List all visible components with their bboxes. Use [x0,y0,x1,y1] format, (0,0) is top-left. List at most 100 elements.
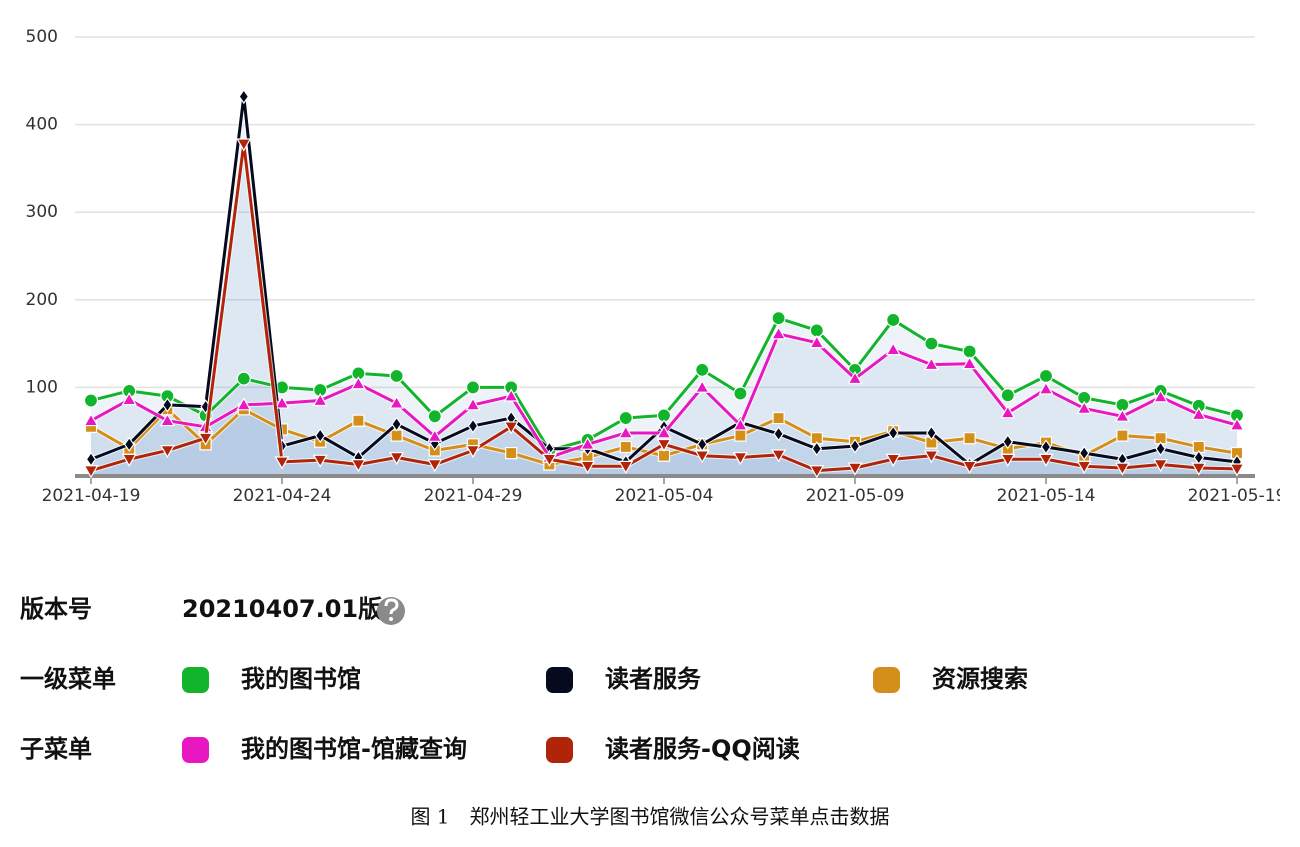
marker [83,465,99,479]
x-tick-label: 2021-04-29 [424,486,523,506]
marker [352,414,365,427]
x-tick-label: 2021-04-24 [233,486,332,506]
help-icon[interactable] [377,597,405,625]
marker [1191,406,1207,421]
marker [1076,460,1092,474]
marker [886,312,901,328]
marker [427,428,443,442]
area [91,318,1237,475]
marker [427,409,442,424]
marker [849,438,861,454]
marker [1078,445,1090,461]
marker [773,426,784,442]
legend-swatch [182,667,209,693]
marker [1040,439,1052,455]
marker [1153,459,1169,473]
legend-label: 我的图书馆 [241,665,361,693]
marker [312,392,328,407]
marker [962,460,978,474]
marker [1153,389,1169,403]
legend-label: 资源搜索 [932,665,1028,693]
legend-swatch [873,667,900,693]
marker [809,323,824,338]
version: 20210407.01版 [182,595,382,623]
marker [1000,405,1016,419]
marker [541,453,557,467]
marker [159,444,175,459]
marker [121,453,137,467]
x-tick-label: 2021-04-19 [42,486,141,506]
marker [732,452,748,466]
legend-swatch [546,667,573,693]
marker [618,425,634,439]
marker [618,460,634,474]
x-tick-label: 2021-05-09 [806,486,905,506]
y-tick-label: 200 [26,290,58,310]
marker [427,459,443,473]
marker [809,335,825,349]
marker [923,450,939,464]
x-tick-label: 2021-05-14 [997,486,1096,506]
marker [1229,417,1245,431]
marker [885,453,901,467]
marker [1192,440,1205,454]
marker [236,138,252,152]
marker [83,393,99,408]
caption: 图 1 郑州轻工业大学图书馆微信公众号菜单点击数据 [410,805,889,829]
marker [1000,388,1015,403]
legend-label: 读者服务 [605,665,702,693]
marker [1038,368,1054,384]
marker [465,444,481,459]
marker [1114,408,1130,422]
marker [962,344,977,359]
marker [963,432,976,445]
marker [198,432,214,446]
x-tick-label: 2021-05-04 [615,486,714,506]
version-label: 版本号 [20,595,92,623]
marker [1000,453,1016,467]
marker [1154,432,1167,445]
marker [1155,441,1166,457]
marker [962,356,978,370]
marker [123,436,135,452]
marker [238,89,250,105]
marker [1116,429,1129,442]
marker [1229,463,1245,477]
marker [1114,462,1130,476]
y-tick-label: 300 [26,202,58,222]
marker [695,362,710,377]
marker [314,428,326,444]
marker [236,397,252,411]
marker [923,356,939,371]
marker [390,429,403,442]
marker [618,410,633,426]
marker [885,342,901,356]
marker [811,441,823,457]
marker [656,425,672,439]
marker [1038,453,1054,467]
marker [350,376,366,390]
marker [772,411,785,425]
marker [121,391,137,406]
marker [847,462,863,476]
marker [83,412,99,427]
marker [733,386,748,401]
level2-label: 子菜单 [20,735,92,763]
marker [465,380,481,395]
marker [734,429,747,442]
marker [1230,446,1244,460]
marker [926,425,937,441]
marker [580,436,596,450]
marker [771,449,787,463]
marker [350,459,366,473]
y-tick-label: 500 [26,27,58,47]
marker [467,418,479,434]
marker [1038,381,1054,395]
marker [771,326,787,340]
marker [924,336,939,351]
legend-label: 我的图书馆-馆藏查询 [241,735,467,763]
marker [503,388,519,402]
marker [312,454,328,468]
marker [159,412,175,427]
